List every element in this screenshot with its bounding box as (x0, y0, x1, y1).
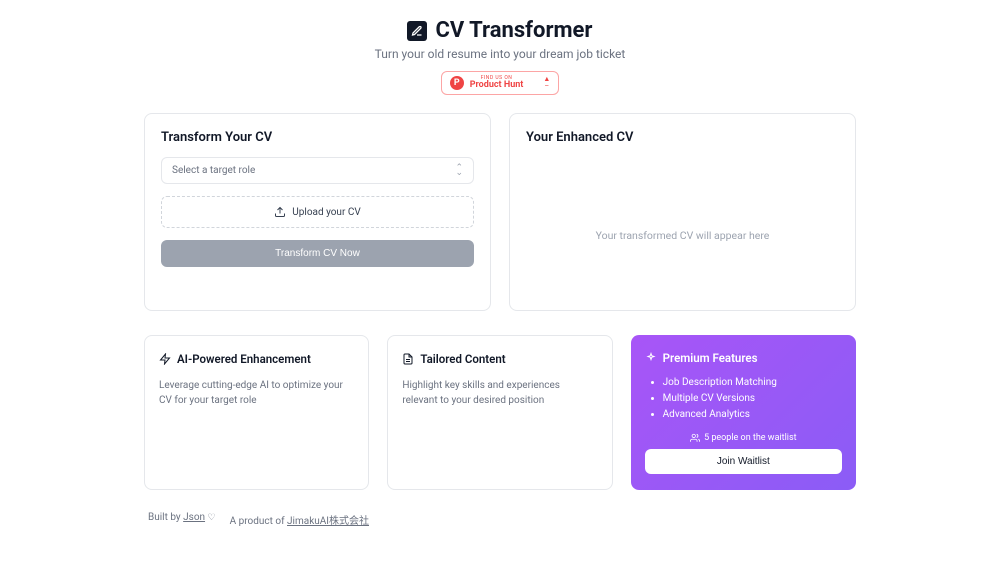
transform-card: Transform Your CV Select a target role ⌃… (144, 113, 491, 311)
file-icon (402, 353, 414, 365)
list-item: Job Description Matching (663, 375, 842, 391)
product-hunt-badge[interactable]: P FIND US ON Product Hunt ▲– (441, 71, 560, 95)
role-select[interactable]: Select a target role ⌃⌄ (161, 157, 474, 184)
zap-icon (159, 353, 171, 365)
waitlist-count: 5 people on the waitlist (645, 433, 842, 443)
users-icon (690, 433, 700, 443)
join-waitlist-button[interactable]: Join Waitlist (645, 449, 842, 474)
premium-list: Job Description Matching Multiple CV Ver… (645, 375, 842, 423)
app-subtitle: Turn your old resume into your dream job… (144, 47, 856, 61)
author-link[interactable]: Json (183, 512, 205, 523)
upvote-icon: ▲– (543, 76, 550, 90)
feature-tailored-card: Tailored Content Highlight key skills an… (387, 335, 612, 490)
app-logo (407, 21, 427, 41)
footer: Built by Json ♡ A product of JimakuAI株式会… (144, 512, 856, 527)
enhanced-card: Your Enhanced CV Your transformed CV wil… (509, 113, 856, 311)
chevron-updown-icon: ⌃⌄ (455, 166, 463, 175)
output-placeholder: Your transformed CV will appear here (526, 229, 839, 242)
list-item: Advanced Analytics (663, 407, 842, 423)
card-title: Transform Your CV (161, 130, 474, 145)
premium-card: Premium Features Job Description Matchin… (631, 335, 856, 490)
sparkle-icon (645, 352, 657, 364)
company-link[interactable]: JimakuAI株式会社 (287, 516, 369, 527)
product-hunt-icon: P (450, 76, 464, 90)
app-title: CV Transformer (435, 18, 592, 43)
feature-ai-card: AI-Powered Enhancement Leverage cutting-… (144, 335, 369, 490)
upload-icon (274, 206, 286, 218)
upload-cv-button[interactable]: Upload your CV (161, 196, 474, 228)
card-title: Your Enhanced CV (526, 130, 839, 145)
transform-button[interactable]: Transform CV Now (161, 240, 474, 267)
header: CV Transformer Turn your old resume into… (144, 18, 856, 95)
list-item: Multiple CV Versions (663, 391, 842, 407)
heart-icon: ♡ (208, 513, 216, 523)
